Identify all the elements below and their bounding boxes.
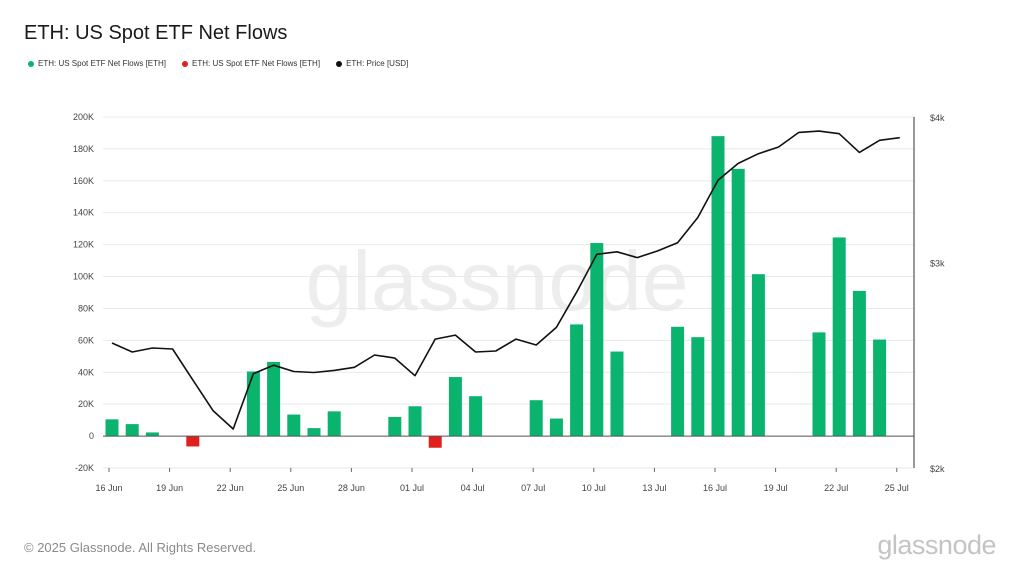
flow-bar <box>852 290 866 437</box>
legend-dot-price <box>336 60 343 67</box>
flow-bar <box>448 377 462 437</box>
y-tick-label: 100K <box>73 272 94 282</box>
legend-label-price: ETH: Price [USD] <box>346 59 409 68</box>
y2-tick-label: $3k <box>930 259 945 269</box>
flow-bar <box>549 418 563 437</box>
x-tick-label: 07 Jul <box>521 483 545 493</box>
flow-bar <box>388 416 402 437</box>
chart-watermark: glassnode <box>306 234 689 328</box>
flow-bar <box>307 428 321 437</box>
legend-dot-positive <box>28 60 34 67</box>
y-tick-label: 80K <box>78 303 94 313</box>
flow-bar <box>610 351 624 437</box>
axes <box>103 117 915 468</box>
copyright-footer: © 2025 Glassnode. All Rights Reserved. <box>24 540 257 555</box>
flow-bar <box>590 243 604 437</box>
bars <box>105 136 887 448</box>
flow-bar <box>711 136 725 437</box>
legend-label-positive: ETH: US Spot ETF Net Flows [ETH] <box>38 59 167 68</box>
flow-bar <box>570 324 584 437</box>
y2-tick-label: $2k <box>930 464 945 474</box>
x-tick-label: 16 Jul <box>703 483 727 493</box>
y-axis-ticks: -20K 0 20K 40K 60K 80K 100K 120K 140K 160K 180K 200… <box>73 112 94 473</box>
flow-bar <box>428 436 442 448</box>
flow-bar <box>812 332 826 437</box>
legend: ETH: US Spot ETF Net Flows [ETH] ETH: US… <box>28 59 408 68</box>
flow-bar <box>469 396 483 437</box>
flow-bar <box>751 274 765 437</box>
x-tick-label: 22 Jun <box>217 483 244 493</box>
x-tick-label: 19 Jun <box>156 483 183 493</box>
flow-bar <box>246 371 260 437</box>
x-tick-label: 13 Jul <box>642 483 666 493</box>
y-tick-label: 40K <box>78 367 94 377</box>
chart-title: ETH: US Spot ETF Net Flows <box>24 22 288 44</box>
legend-dot-negative <box>182 60 189 67</box>
flow-bar <box>186 436 200 447</box>
flow-bar <box>873 339 887 437</box>
flow-bar <box>327 411 341 437</box>
y-tick-label: 0 <box>89 431 94 441</box>
x-tick-label: 10 Jul <box>582 483 606 493</box>
y-tick-label: 140K <box>73 208 94 218</box>
flow-bar <box>529 400 543 437</box>
flow-bar <box>125 424 139 437</box>
y-tick-label: 180K <box>73 144 94 154</box>
y-tick-label: 20K <box>78 399 94 409</box>
flow-bar <box>691 337 705 437</box>
flow-bar <box>832 237 846 437</box>
y-tick-label: 60K <box>78 335 94 345</box>
legend-item-positive-flows[interactable]: ETH: US Spot ETF Net Flows [ETH] <box>28 59 166 68</box>
x-tick-label: 28 Jun <box>338 483 365 493</box>
x-tick-label: 22 Jul <box>824 483 848 493</box>
y-tick-label: 120K <box>73 240 94 250</box>
price-series-line <box>111 130 900 430</box>
legend-item-negative-flows[interactable]: ETH: US Spot ETF Net Flows [ETH] <box>182 59 320 68</box>
y-tick-label: 200K <box>73 112 94 122</box>
x-tick-label: 04 Jul <box>461 483 485 493</box>
x-axis-ticks: 16 Jun 19 Jun 22 Jun 25 Jun 28 Jun 01 Jul 04 J… <box>95 468 909 493</box>
y-tick-label: -20K <box>75 463 94 473</box>
x-tick-label: 19 Jul <box>764 483 788 493</box>
flow-bar <box>408 406 422 437</box>
y2-axis-ticks: $2k $3k $4k <box>930 113 945 474</box>
legend-item-price[interactable]: ETH: Price [USD] <box>336 59 408 68</box>
flow-bar <box>731 168 745 437</box>
y-tick-label: 160K <box>73 176 94 186</box>
x-tick-label: 16 Jun <box>95 483 122 493</box>
flow-bar <box>105 419 119 437</box>
brand-logo-text: glassnode <box>877 530 996 560</box>
flow-bar <box>671 326 685 437</box>
flow-bar <box>267 361 281 437</box>
price-line <box>111 130 900 430</box>
x-tick-label: 25 Jul <box>885 483 909 493</box>
x-tick-label: 01 Jul <box>400 483 424 493</box>
flow-bar <box>287 414 301 437</box>
y2-tick-label: $4k <box>930 113 945 123</box>
flow-bar <box>145 432 159 437</box>
x-tick-label: 25 Jun <box>277 483 304 493</box>
legend-label-negative: ETH: US Spot ETF Net Flows [ETH] <box>192 59 321 68</box>
